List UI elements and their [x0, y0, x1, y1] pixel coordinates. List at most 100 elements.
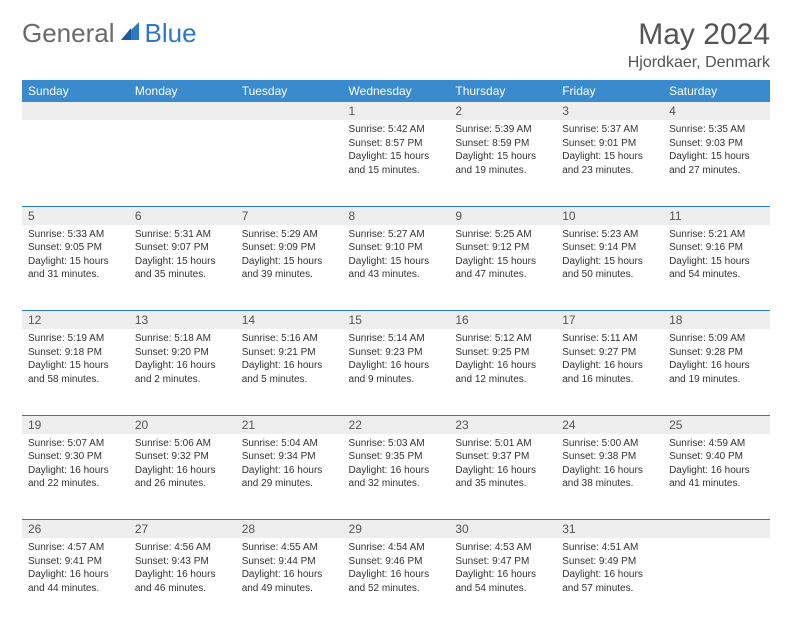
- sunrise-text: Sunrise: 5:33 AM: [28, 228, 123, 242]
- sunset-text: Sunset: 9:05 PM: [28, 241, 123, 255]
- sunrise-text: Sunrise: 5:27 AM: [349, 228, 444, 242]
- day-number-cell: 10: [556, 206, 663, 225]
- day-cell: Sunrise: 4:57 AMSunset: 9:41 PMDaylight:…: [22, 538, 129, 624]
- weekday-header: Sunday: [22, 80, 129, 102]
- day-number-cell: 5: [22, 206, 129, 225]
- day-body: Sunrise: 5:11 AMSunset: 9:27 PMDaylight:…: [556, 329, 663, 392]
- day-body: Sunrise: 5:42 AMSunset: 8:57 PMDaylight:…: [343, 120, 450, 183]
- day-number: 3: [556, 102, 663, 120]
- sunset-text: Sunset: 9:09 PM: [242, 241, 337, 255]
- daylight-text-1: Daylight: 15 hours: [28, 359, 123, 373]
- brand-part1: General: [22, 18, 115, 49]
- daylight-text-1: Daylight: 16 hours: [135, 568, 230, 582]
- day-cell: Sunrise: 5:09 AMSunset: 9:28 PMDaylight:…: [663, 329, 770, 415]
- daylight-text-2: and 15 minutes.: [349, 164, 444, 178]
- day-cell: [236, 120, 343, 206]
- daylight-text-1: Daylight: 15 hours: [562, 255, 657, 269]
- day-number: 18: [663, 311, 770, 329]
- day-cell: [663, 538, 770, 624]
- day-number-cell: 13: [129, 311, 236, 330]
- daylight-text-1: Daylight: 16 hours: [28, 568, 123, 582]
- sunrise-text: Sunrise: 4:57 AM: [28, 541, 123, 555]
- day-body: Sunrise: 5:33 AMSunset: 9:05 PMDaylight:…: [22, 225, 129, 288]
- daylight-text-1: Daylight: 16 hours: [242, 568, 337, 582]
- day-body: Sunrise: 5:04 AMSunset: 9:34 PMDaylight:…: [236, 434, 343, 497]
- day-number-cell: 18: [663, 311, 770, 330]
- day-cell: Sunrise: 4:54 AMSunset: 9:46 PMDaylight:…: [343, 538, 450, 624]
- daylight-text-2: and 57 minutes.: [562, 582, 657, 596]
- day-number-cell: 28: [236, 520, 343, 539]
- sunset-text: Sunset: 9:25 PM: [455, 346, 550, 360]
- day-body: [236, 120, 343, 129]
- sunset-text: Sunset: 9:37 PM: [455, 450, 550, 464]
- day-number-cell: 3: [556, 102, 663, 120]
- sail-icon: [119, 20, 141, 47]
- day-number: 9: [449, 207, 556, 225]
- day-body: Sunrise: 5:00 AMSunset: 9:38 PMDaylight:…: [556, 434, 663, 497]
- day-cell: Sunrise: 5:35 AMSunset: 9:03 PMDaylight:…: [663, 120, 770, 206]
- day-number-cell: 20: [129, 415, 236, 434]
- day-number-cell: 29: [343, 520, 450, 539]
- day-number: 6: [129, 207, 236, 225]
- daylight-text-2: and 2 minutes.: [135, 373, 230, 387]
- sunset-text: Sunset: 9:21 PM: [242, 346, 337, 360]
- day-body: Sunrise: 5:29 AMSunset: 9:09 PMDaylight:…: [236, 225, 343, 288]
- daylight-text-1: Daylight: 15 hours: [455, 255, 550, 269]
- sunset-text: Sunset: 9:44 PM: [242, 555, 337, 569]
- day-body: [129, 120, 236, 129]
- day-number: 12: [22, 311, 129, 329]
- day-body: Sunrise: 5:07 AMSunset: 9:30 PMDaylight:…: [22, 434, 129, 497]
- day-number-cell: 6: [129, 206, 236, 225]
- day-cell: Sunrise: 5:19 AMSunset: 9:18 PMDaylight:…: [22, 329, 129, 415]
- week-row: Sunrise: 5:07 AMSunset: 9:30 PMDaylight:…: [22, 434, 770, 520]
- day-number-cell: 17: [556, 311, 663, 330]
- day-cell: Sunrise: 5:00 AMSunset: 9:38 PMDaylight:…: [556, 434, 663, 520]
- brand-logo: General Blue: [22, 18, 197, 49]
- daylight-text-1: Daylight: 16 hours: [455, 568, 550, 582]
- day-body: Sunrise: 5:23 AMSunset: 9:14 PMDaylight:…: [556, 225, 663, 288]
- sunrise-text: Sunrise: 5:03 AM: [349, 437, 444, 451]
- day-cell: Sunrise: 5:03 AMSunset: 9:35 PMDaylight:…: [343, 434, 450, 520]
- day-cell: Sunrise: 5:39 AMSunset: 8:59 PMDaylight:…: [449, 120, 556, 206]
- sunrise-text: Sunrise: 5:12 AM: [455, 332, 550, 346]
- day-number: 7: [236, 207, 343, 225]
- daynum-row: 1234: [22, 102, 770, 120]
- daylight-text-1: Daylight: 16 hours: [669, 359, 764, 373]
- daylight-text-2: and 19 minutes.: [669, 373, 764, 387]
- day-cell: Sunrise: 5:31 AMSunset: 9:07 PMDaylight:…: [129, 225, 236, 311]
- sunset-text: Sunset: 9:40 PM: [669, 450, 764, 464]
- day-number: 25: [663, 416, 770, 434]
- day-number-cell: 14: [236, 311, 343, 330]
- day-body: Sunrise: 5:01 AMSunset: 9:37 PMDaylight:…: [449, 434, 556, 497]
- weekday-header: Friday: [556, 80, 663, 102]
- day-body: Sunrise: 4:56 AMSunset: 9:43 PMDaylight:…: [129, 538, 236, 601]
- daylight-text-1: Daylight: 16 hours: [562, 464, 657, 478]
- day-number: 20: [129, 416, 236, 434]
- day-number: 13: [129, 311, 236, 329]
- sunrise-text: Sunrise: 4:53 AM: [455, 541, 550, 555]
- sunset-text: Sunset: 9:32 PM: [135, 450, 230, 464]
- sunset-text: Sunset: 9:43 PM: [135, 555, 230, 569]
- day-cell: Sunrise: 5:14 AMSunset: 9:23 PMDaylight:…: [343, 329, 450, 415]
- day-body: Sunrise: 5:06 AMSunset: 9:32 PMDaylight:…: [129, 434, 236, 497]
- day-body: Sunrise: 4:51 AMSunset: 9:49 PMDaylight:…: [556, 538, 663, 601]
- day-number-cell: 1: [343, 102, 450, 120]
- day-number-cell: 24: [556, 415, 663, 434]
- sunrise-text: Sunrise: 5:29 AM: [242, 228, 337, 242]
- sunrise-text: Sunrise: 5:16 AM: [242, 332, 337, 346]
- day-cell: Sunrise: 5:18 AMSunset: 9:20 PMDaylight:…: [129, 329, 236, 415]
- week-row: Sunrise: 5:19 AMSunset: 9:18 PMDaylight:…: [22, 329, 770, 415]
- daylight-text-2: and 16 minutes.: [562, 373, 657, 387]
- sunset-text: Sunset: 9:20 PM: [135, 346, 230, 360]
- sunrise-text: Sunrise: 5:21 AM: [669, 228, 764, 242]
- day-number-cell: 11: [663, 206, 770, 225]
- day-body: Sunrise: 5:27 AMSunset: 9:10 PMDaylight:…: [343, 225, 450, 288]
- daylight-text-2: and 5 minutes.: [242, 373, 337, 387]
- day-number-cell: 15: [343, 311, 450, 330]
- sunrise-text: Sunrise: 5:25 AM: [455, 228, 550, 242]
- day-number: 26: [22, 520, 129, 538]
- sunset-text: Sunset: 9:49 PM: [562, 555, 657, 569]
- day-body: Sunrise: 4:53 AMSunset: 9:47 PMDaylight:…: [449, 538, 556, 601]
- day-number: 29: [343, 520, 450, 538]
- day-number: 11: [663, 207, 770, 225]
